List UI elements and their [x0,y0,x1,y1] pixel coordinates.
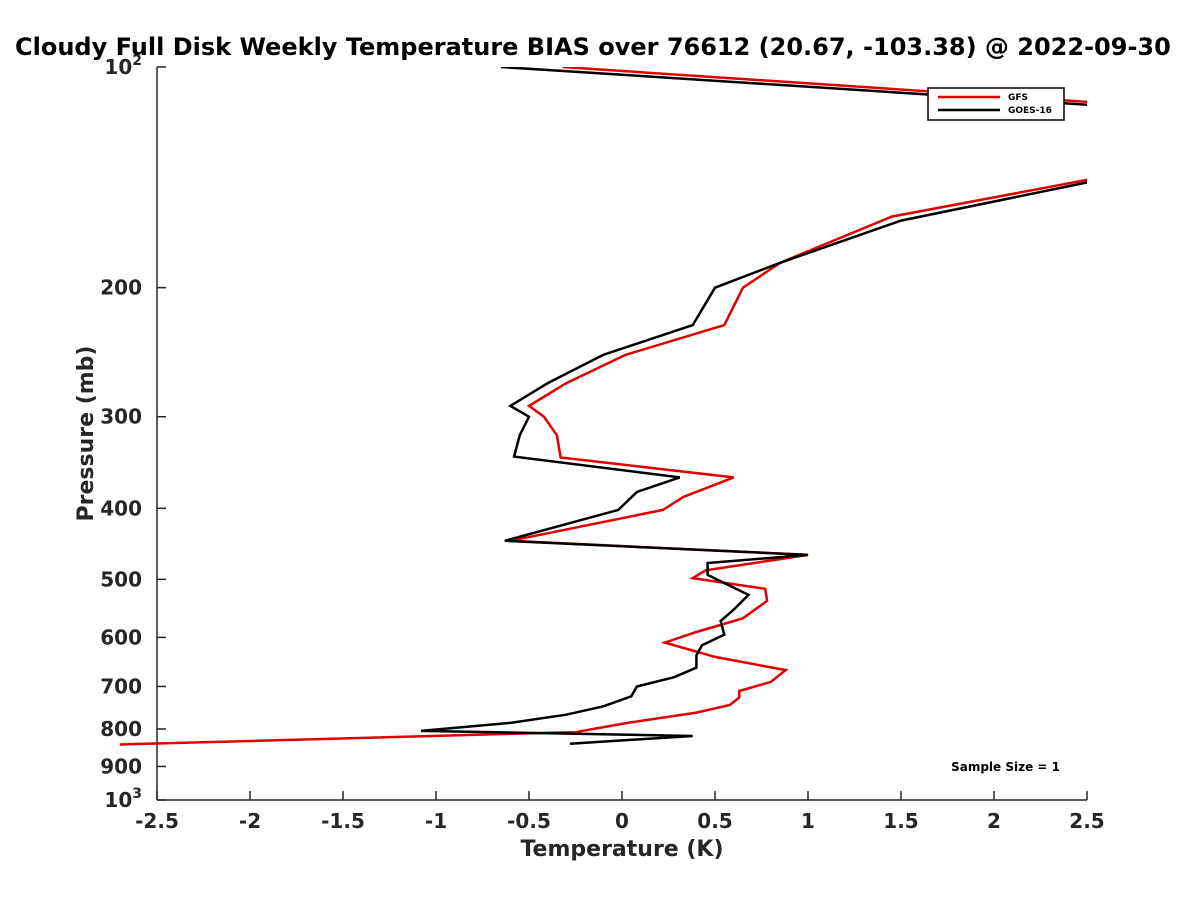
y-tick-label: 102 [104,53,142,79]
legend-label: GOES-16 [1008,106,1052,116]
y-tick-label: 600 [100,625,142,649]
y-axis-label: Pressure (mb) [74,346,99,522]
x-tick-label: -2 [239,809,261,833]
y-tick-label: 800 [100,717,142,741]
x-tick-label: -1 [425,809,447,833]
legend-box [927,87,1065,121]
series-line-goes-16 [420,67,1087,745]
tick-labels: -2.5 -2 -1.5 -1 -0.5 0 0.5 1 1.5 2 2.5 102 200 300 400… [100,53,1104,833]
x-tick-label: -1.5 [321,809,365,833]
y-tick-label: 700 [100,674,142,698]
y-tick-label: 900 [100,754,142,778]
y-tick-label: 200 [100,276,142,300]
x-tick-label: 1.5 [883,809,918,833]
x-axis-label: Temperature (K) [520,837,723,862]
x-tick-label: -0.5 [507,809,551,833]
y-tick-label: 300 [100,405,142,429]
chart-title: Cloudy Full Disk Weekly Temperature BIAS… [15,33,1171,61]
x-tick-label: 2.5 [1069,809,1104,833]
axes [156,66,1088,801]
x-tick-label: 2 [987,809,1001,833]
x-tick-label: 0 [615,809,629,833]
legend: GFS GOES-16 [927,87,1065,121]
plot-area [119,67,1087,746]
x-tick-label: 0.5 [697,809,732,833]
x-tick-label: -2.5 [135,809,179,833]
y-tick-label: 103 [104,786,142,812]
x-tick-label: 1 [801,809,815,833]
y-tick-label: 400 [100,496,142,520]
y-tick-label: 500 [100,567,142,591]
legend-label: GFS [1008,93,1028,103]
series-line-gfs [119,67,1087,746]
sample-size-annotation: Sample Size = 1 [951,760,1060,774]
